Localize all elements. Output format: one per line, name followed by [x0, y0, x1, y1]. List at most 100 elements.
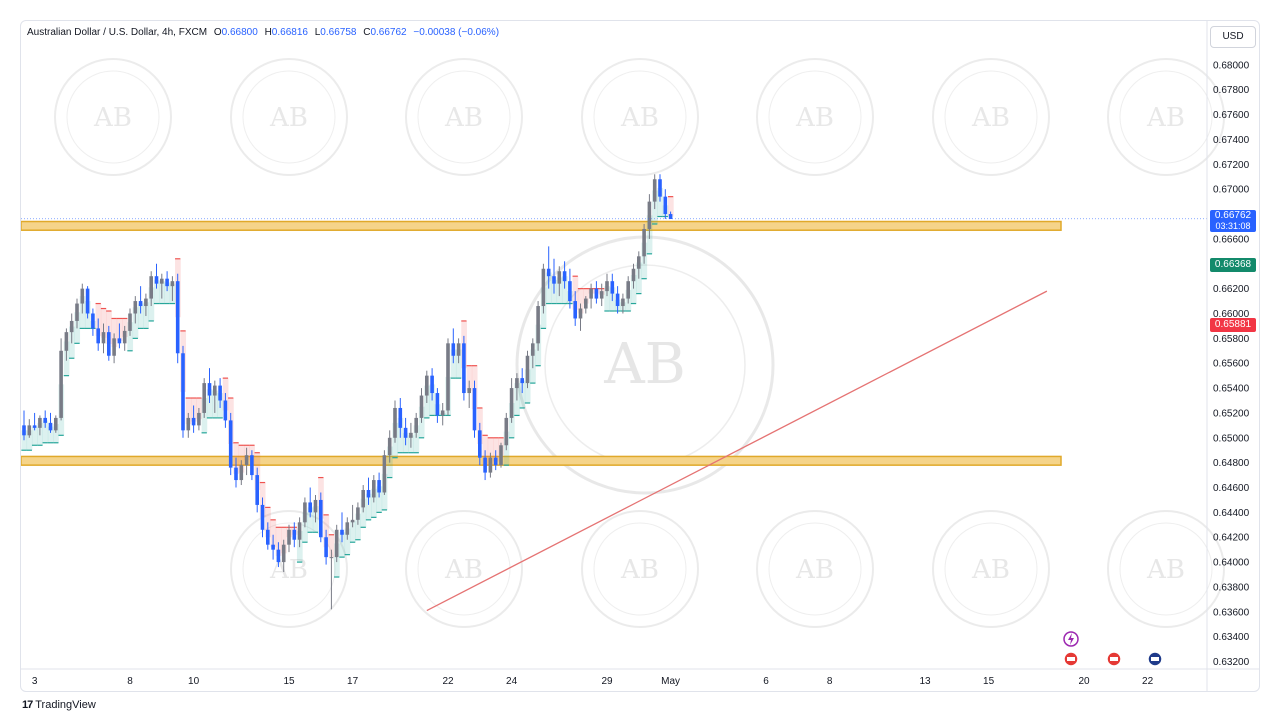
band-segment [26, 430, 33, 451]
tradingview-brand[interactable]: 17 TradingView [22, 699, 96, 711]
currency-button[interactable]: USD [1210, 26, 1256, 48]
candle-body [107, 332, 111, 356]
watermark-logo: AB [230, 58, 348, 176]
watermark-logo: AB [405, 58, 523, 176]
y-tick-label: 0.63200 [1213, 657, 1250, 668]
candle-body [446, 343, 450, 411]
watermark-monogram: AB [795, 103, 834, 133]
candle [80, 283, 85, 314]
watermark-ring [405, 58, 523, 176]
candle-body [366, 490, 371, 498]
us-flag-event-icon-stripe [1067, 657, 1075, 661]
candle [181, 345, 185, 438]
candle [658, 174, 662, 202]
watermark-ring [230, 510, 348, 628]
watermark-logo: AB [230, 510, 348, 628]
candle [356, 502, 360, 525]
red-price-tag: 0.65881 [1210, 318, 1256, 332]
x-tick-label: 22 [1142, 676, 1154, 687]
watermark-logo: AB [932, 510, 1050, 628]
watermark-monogram: AB [971, 555, 1010, 585]
candle-body [637, 256, 641, 269]
candle [186, 412, 191, 438]
candle-body [472, 388, 477, 431]
candle-body [499, 445, 503, 466]
band-segment [583, 288, 589, 304]
x-axis: 3 8 10 15 17 22 24 29 May 6 8 13 15 20 22 [21, 21, 1259, 691]
candle [250, 450, 254, 481]
watermark-logo: AB [405, 510, 523, 628]
y-tick-label: 0.67200 [1213, 160, 1250, 171]
watermark-logo: AB [756, 58, 874, 176]
candle [122, 325, 127, 351]
candle-body [435, 393, 440, 416]
watermark-monogram: AB [1146, 555, 1185, 585]
candle-body [266, 529, 270, 545]
candle [462, 335, 466, 401]
y-tick-label: 0.67800 [1213, 85, 1250, 96]
candle-body [234, 467, 238, 481]
candle-body [170, 281, 175, 287]
candle-body [382, 455, 387, 493]
candle-body [276, 549, 281, 563]
chart-canvas[interactable]: AB AB AB AB AB AB AB AB AB AB AB AB AB AB 0.68000 0.67… [21, 21, 1260, 692]
tradingview-name: TradingView [35, 699, 96, 711]
band-segment [100, 308, 107, 338]
y-tick-label: 0.64000 [1213, 558, 1250, 569]
band-segment [604, 286, 611, 312]
candle [377, 472, 381, 498]
candle [515, 373, 519, 401]
candle [154, 263, 159, 289]
au-flag-event-icon [1147, 651, 1163, 667]
band-segment [493, 437, 499, 462]
watermark-inner-ring [944, 70, 1038, 164]
y-tick-label: 0.67600 [1213, 110, 1250, 121]
candle [112, 333, 116, 364]
candle [478, 422, 482, 466]
band-segment [127, 322, 134, 351]
band-segment [519, 380, 526, 408]
watermark-ring [756, 58, 874, 176]
candle [398, 398, 403, 438]
candle [218, 378, 222, 408]
candle [27, 419, 32, 438]
candle [536, 301, 540, 351]
x-tick-label: 15 [983, 676, 995, 687]
watermark-inner-ring [242, 70, 336, 164]
events-layer [1063, 631, 1163, 667]
candle-body [398, 407, 403, 428]
band-segment [265, 507, 271, 538]
watermark-ring [1107, 510, 1225, 628]
candle-body [308, 502, 312, 513]
x-tick-label: 8 [827, 676, 833, 687]
candle [271, 534, 275, 560]
candle-body [144, 298, 148, 307]
watermark-ring [932, 510, 1050, 628]
green-price-tag: 0.66368 [1210, 258, 1256, 272]
band-segment [344, 528, 351, 555]
x-tick-label: May [661, 676, 680, 687]
y-tick-label: 0.63800 [1213, 582, 1250, 593]
watermark-monogram: AB [620, 103, 659, 133]
candle-body [287, 529, 291, 545]
candle-body [160, 278, 164, 284]
candle-body [462, 343, 466, 394]
band-segment [355, 513, 361, 540]
symbol-title[interactable]: Australian Dollar / U.S. Dollar, 4h, FXC… [27, 27, 208, 38]
candle [96, 318, 100, 351]
candle [361, 485, 365, 513]
candle-body [260, 504, 265, 530]
candle-body [281, 544, 286, 563]
candle [175, 273, 180, 364]
watermark-monogram: AB [269, 555, 308, 585]
candle [430, 368, 434, 401]
lightning-bolt [1068, 633, 1074, 645]
band-segment [577, 288, 584, 314]
candle [239, 460, 244, 486]
watermark-inner-ring [242, 522, 336, 616]
candle-body [271, 544, 275, 550]
close-value: 0.66762 [370, 27, 407, 38]
candle-body [197, 412, 201, 426]
candle [22, 410, 26, 441]
x-tick-label: 6 [763, 676, 769, 687]
